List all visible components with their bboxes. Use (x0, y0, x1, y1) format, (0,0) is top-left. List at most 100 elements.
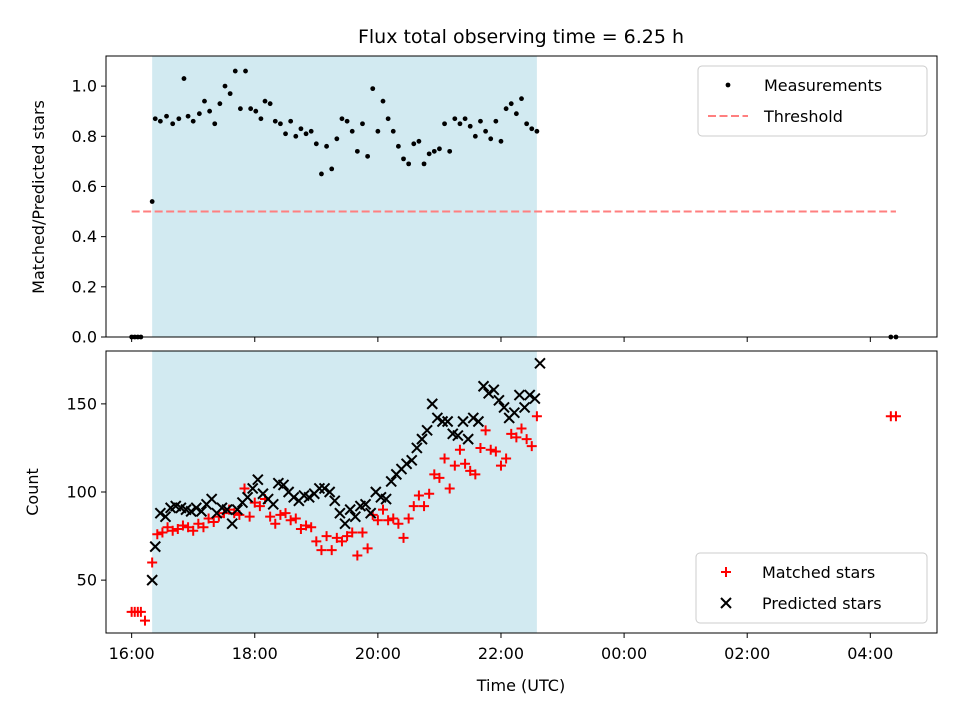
matched-stars-point (362, 543, 373, 554)
predicted-stars-point (277, 479, 290, 491)
measurements-point (498, 138, 504, 144)
matched-stars-point (378, 504, 388, 515)
measurements-point (185, 113, 191, 119)
predicted-stars-point (205, 493, 218, 505)
predicted-stars-point (303, 491, 315, 503)
matched-stars-point (460, 458, 471, 469)
predicted-stars-point (426, 398, 438, 410)
measurements-point (157, 118, 163, 124)
x-axis-label: Time (UTC) (476, 676, 565, 695)
measurements-point (442, 121, 447, 127)
matched-stars-point (311, 536, 322, 547)
matched-stars-point (465, 465, 476, 476)
measurements-legend-label: Measurements (764, 76, 882, 95)
measurements-point (149, 199, 155, 204)
measurements-point (375, 128, 381, 134)
top-panel: 0.0 0.2 0.4 0.6 0.8 1.0 Measurements Threshold (72, 55, 938, 347)
matched-stars-point (249, 497, 260, 508)
measurements-legend-marker (725, 82, 731, 88)
matched-stars-point (183, 522, 194, 533)
measurements-point (303, 131, 309, 137)
bottom-legend: Matched stars Predicted stars (695, 552, 928, 624)
predicted-stars-point (313, 482, 326, 495)
measurements-point (493, 118, 499, 124)
matched-stars-point (342, 531, 353, 542)
matched-stars-point (326, 545, 337, 556)
measurements-point (447, 148, 453, 154)
matched-stars-point (239, 483, 250, 494)
matched-stars-point (398, 532, 409, 543)
measurements-point (202, 98, 207, 104)
measurements-point (503, 106, 509, 112)
predicted-stars-point (231, 503, 244, 516)
predicted-stars-point (431, 412, 444, 424)
predicted-stars-point (452, 429, 464, 442)
predicted-stars-point (241, 491, 254, 503)
measurements-point (329, 166, 335, 172)
measurements-point (164, 113, 169, 119)
predicted-stars-point (334, 507, 346, 519)
predicted-stars-point (267, 498, 279, 511)
matched-stars-point (213, 511, 224, 522)
measurements-point (248, 106, 254, 112)
matched-stars-point (357, 527, 368, 538)
predicted-stars-point (185, 505, 197, 518)
measurements-point (385, 116, 391, 122)
matched-stars-point (275, 509, 286, 520)
bottom-panel: 50 100 150 16:00 18:00 20:00 22:00 00:00 02:00 04… (66, 350, 938, 663)
measurements-point (508, 101, 514, 107)
top-y-tick-label: 1.0 (72, 77, 97, 96)
matched-stars-point (152, 529, 163, 540)
matched-stars-point (347, 527, 358, 538)
predicted-stars-point (159, 510, 172, 523)
measurements-point (349, 128, 355, 134)
matched-stars-point (490, 446, 501, 457)
matched-stars-point (526, 441, 537, 452)
measurements-point (457, 121, 463, 127)
measurements-point (452, 116, 458, 122)
bottom-y-axis-label: Count (23, 468, 42, 516)
matched-stars-point (265, 511, 276, 522)
predicted-stars-point (149, 540, 161, 553)
matched-stars-point (295, 524, 306, 535)
measurements-point (334, 136, 340, 142)
predicted-stars-point (400, 458, 413, 470)
x-tick-label: 16:00 (109, 644, 155, 663)
matched-stars-point (408, 501, 419, 512)
predicted-stars-point (318, 482, 331, 495)
measurements-point (406, 161, 412, 167)
predicted-stars-point (441, 415, 454, 428)
matched-stars-legend-marker (721, 567, 731, 577)
measurements-point (324, 143, 329, 149)
matched-stars-point (521, 434, 532, 445)
predicted-stars-point (482, 387, 495, 400)
predicted-stars-point (493, 394, 505, 407)
bottom-y-tick-label: 100 (66, 483, 97, 502)
predicted-stars-point (436, 415, 449, 428)
predicted-stars-point (221, 503, 233, 516)
measurements-point (513, 111, 519, 117)
matched-stars-point (890, 411, 901, 422)
x-tick-label: 00:00 (601, 644, 647, 663)
measurements-point (339, 116, 345, 122)
matched-stars-point (454, 444, 465, 455)
measurements-point (293, 133, 299, 139)
matched-stars-point (208, 516, 219, 527)
predicted-stars-point (472, 415, 485, 428)
matched-stars-point (162, 522, 173, 533)
predicted-stars-point (498, 401, 510, 414)
predicted-stars-point (252, 473, 264, 486)
matched-stars-point (157, 527, 168, 538)
predicted-stars-point (508, 406, 521, 419)
matched-stars-point (321, 531, 332, 542)
measurements-point (488, 136, 494, 142)
matched-stars-point (244, 511, 255, 522)
predicted-stars-point (457, 415, 469, 428)
threshold-legend-label: Threshold (763, 107, 843, 126)
x-tick-label: 18:00 (232, 644, 278, 663)
matched-stars-point (270, 518, 281, 529)
matched-stars-point (352, 550, 363, 561)
top-y-tick-label: 0.2 (72, 277, 97, 296)
matched-stars-point (316, 545, 327, 556)
